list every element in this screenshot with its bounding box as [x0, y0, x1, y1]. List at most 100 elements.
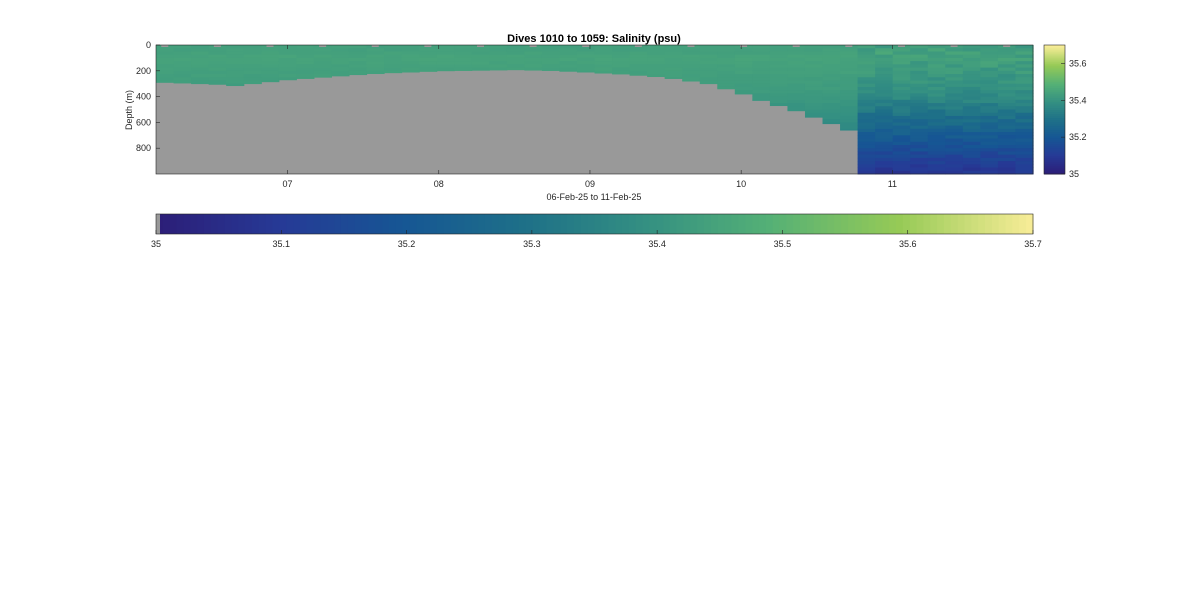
heatmap-cell	[875, 170, 894, 175]
horizontal-colorbar-segment	[704, 214, 712, 234]
heatmap-cell	[927, 125, 946, 130]
heatmap-cell	[892, 54, 911, 59]
heatmap-cell	[787, 74, 806, 78]
heatmap-cell	[787, 67, 806, 72]
heatmap-cell	[296, 54, 315, 59]
heatmap-cell	[1015, 138, 1034, 143]
heatmap-cell	[226, 64, 245, 68]
horizontal-colorbar-segment	[498, 214, 506, 234]
heatmap-cell	[243, 61, 262, 65]
heatmap-cell	[699, 70, 718, 75]
heatmap-cell	[1015, 83, 1034, 88]
heatmap-cell	[910, 148, 929, 152]
heatmap-cell	[769, 61, 789, 65]
heatmap-cell	[804, 86, 824, 91]
heatmap-cell	[892, 96, 911, 101]
heatmap-cell	[401, 51, 420, 56]
horizontal-colorbar-segment	[608, 214, 616, 234]
heatmap-cell	[927, 128, 946, 133]
heatmap-cell	[752, 45, 771, 49]
heatmap-cell	[840, 70, 859, 75]
heatmap-cell	[191, 51, 210, 56]
heatmap-cell	[1015, 170, 1034, 175]
heatmap-cell	[454, 57, 473, 62]
heatmap-cell	[769, 51, 789, 56]
heatmap-cell	[910, 54, 929, 59]
heatmap-cell	[313, 51, 332, 56]
heatmap-cell	[892, 170, 911, 175]
heatmap-cell	[331, 64, 350, 68]
heatmap-cell	[980, 170, 999, 175]
heatmap-cell	[524, 64, 543, 68]
horizontal-colorbar-segment	[697, 214, 705, 234]
heatmap-cell	[454, 67, 473, 71]
heatmap-cell	[804, 61, 824, 65]
heatmap-cell	[629, 67, 648, 72]
heatmap-cell	[489, 61, 508, 65]
heatmap-cell	[559, 70, 578, 72]
heatmap-cell	[875, 167, 894, 172]
heatmap-cell	[541, 57, 561, 62]
heatmap-cell	[910, 157, 929, 162]
heatmap-cell	[962, 48, 981, 52]
heatmap-cell	[1015, 96, 1034, 101]
heatmap-cell	[822, 70, 841, 75]
heatmap-cell	[857, 109, 876, 114]
heatmap-cell	[1015, 109, 1034, 114]
heatmap-cell	[962, 67, 981, 72]
heatmap-cell	[892, 141, 911, 146]
heatmap-cell	[997, 157, 1017, 162]
vertical-colorbar-segment	[1044, 165, 1065, 169]
vertical-colorbar-segment	[1044, 149, 1065, 153]
heatmap-cell	[875, 112, 894, 117]
heatmap-cell	[962, 135, 981, 139]
horizontal-colorbar-segment	[615, 214, 623, 234]
heatmap-cell	[647, 51, 666, 56]
heatmap-cell	[945, 106, 964, 110]
heatmap-cell	[717, 57, 736, 62]
vertical-colorbar-frame	[1043, 44, 1066, 175]
heatmap-cell	[524, 54, 543, 59]
heatmap-cell	[682, 70, 701, 75]
heatmap-cell	[647, 57, 666, 62]
heatmap-cell	[734, 83, 753, 88]
vertical-colorbar-segment	[1044, 67, 1065, 70]
heatmap-cell	[945, 161, 964, 165]
heatmap-cell	[699, 67, 718, 72]
heatmap-cell	[840, 99, 859, 104]
heatmap-cell	[804, 112, 824, 117]
horizontal-colorbar-segment	[416, 214, 424, 234]
heatmap-cell	[401, 57, 420, 62]
surface-gap	[371, 45, 379, 47]
vertical-colorbar-segment	[1044, 147, 1065, 151]
heatmap-cell	[857, 57, 876, 62]
heatmap-cell	[980, 135, 999, 139]
heatmap-cell	[840, 109, 859, 114]
heatmap-cell	[208, 64, 227, 68]
horizontal-colorbar-segment	[573, 214, 582, 234]
heatmap-cell	[997, 83, 1017, 88]
heatmap-cell	[1015, 144, 1034, 149]
heatmap-cell	[962, 106, 981, 110]
heatmap-cell	[945, 86, 964, 91]
vertical-colorbar-segment	[1044, 125, 1065, 129]
horizontal-colorbar-segment	[340, 214, 349, 234]
heatmap-cell	[261, 77, 280, 81]
heatmap-cell	[787, 106, 806, 110]
heatmap-cell	[804, 67, 824, 72]
heatmap-cell	[927, 54, 946, 59]
heatmap-cell	[647, 45, 666, 49]
vertical-colorbar-tick-label: 35.2	[1069, 132, 1087, 142]
heatmap-cell	[348, 48, 368, 52]
heatmap-cell	[296, 77, 315, 79]
heatmap-cell	[454, 64, 473, 68]
heatmap-cell	[875, 141, 894, 146]
heatmap-cell	[191, 77, 210, 81]
horizontal-colorbar-tick-label: 35.5	[774, 239, 792, 249]
heatmap-cell	[366, 70, 385, 75]
horizontal-colorbar-segment	[560, 214, 568, 234]
heatmap-cell	[243, 48, 262, 52]
x-axis-ticks: 07 08 09 10 11	[283, 45, 897, 189]
heatmap-cell	[875, 64, 894, 68]
heatmap-cell	[910, 70, 929, 75]
